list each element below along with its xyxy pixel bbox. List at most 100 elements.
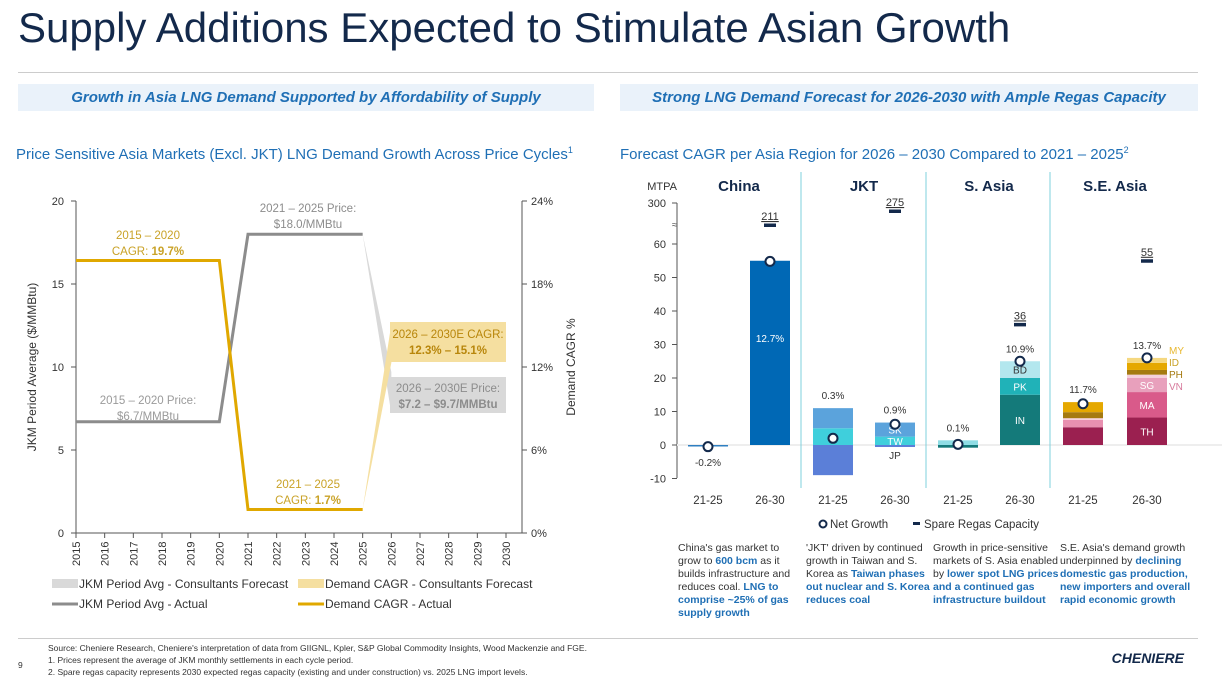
x-tick-label: 2028 [444,542,456,566]
x-tick-label: 26-30 [880,495,909,507]
spare-regas-marker [1014,322,1026,327]
spare-regas-label: 36 [1014,310,1026,322]
footnote-ref: 1 [567,145,573,155]
y2-tick-label: 6% [531,445,547,457]
bar-segment [1000,361,1040,378]
net-growth-marker [764,255,776,267]
note-s-asia: Growth in price-sensitive markets of S. … [933,542,1059,607]
annotation-2021-cagr: CAGR: 1.7% [275,495,341,507]
annotation-2026-cagr: 12.3% – 15.1% [409,345,487,357]
x-tick-label: 2029 [472,542,484,566]
x-tick-label: 2025 [358,542,370,566]
segment-label: PH [1169,370,1183,381]
y2-tick-label: 24% [531,196,553,208]
segment-label: MA [1140,401,1155,412]
segment-label: VN [1169,382,1183,393]
x-tick-label: 2026 [386,542,398,566]
bar-segment [875,445,915,448]
segment-label: JP [889,451,901,462]
spare-regas-marker [889,209,901,213]
bar-segment [875,436,915,445]
series-line [76,232,363,424]
note-text: S.E. Asia's demand growth underpinned by [1060,542,1186,567]
note-text: China's gas market to grow to [678,542,780,567]
right-subtitle: Forecast CAGR per Asia Region for 2026 –… [620,145,1129,163]
x-tick-label: 2015 [71,542,83,566]
bar-segment [813,408,853,429]
net-growth-marker [1014,355,1026,367]
y-tick-label: 50 [654,273,666,285]
cagr-label: 0.1% [947,423,970,434]
cagr-label: -0.2% [695,458,721,469]
segment-label: PK [1013,382,1027,393]
bar-segment [1063,427,1103,445]
left-subtitle: Price Sensitive Asia Markets (Excl. JKT)… [16,145,573,163]
segment-label: ID [1169,358,1179,369]
note-se-asia: S.E. Asia's demand growth underpinned by… [1060,542,1192,607]
right-subtitle-text: Forecast CAGR per Asia Region for 2026 –… [620,146,1124,163]
x-tick-label: 26-30 [755,495,784,507]
segment-label: MY [1169,346,1184,357]
y-tick-label: 20 [654,373,666,385]
right-banner: Strong LNG Demand Forecast for 2026-2030… [620,84,1198,111]
net-growth-marker [889,418,901,430]
note-text: 600 bcm [715,555,758,567]
annotation-2015-cagr: CAGR: 19.7% [112,246,184,258]
cagr-label: 0.3% [822,391,845,402]
y-tick-label: 15 [52,279,64,291]
footer-divider [18,638,1198,639]
bar-segment [813,445,853,476]
x-tick-label: 21-25 [943,495,972,507]
legend-label: JKM Period Avg - Consultants Forecast [79,577,289,591]
net-growth-marker [1141,352,1153,364]
cagr-label: 13.7% [1133,341,1161,352]
footnote-1: 1. Prices represent the average of JKM m… [48,655,354,665]
bar-segment [1127,417,1167,445]
bar-segment [1127,369,1167,375]
legend-swatch [298,579,324,588]
cagr-label: 0.9% [884,406,907,417]
segment-label: TH [1140,427,1153,438]
net-growth-marker [827,432,839,444]
cagr-forecast-box [390,322,506,362]
net-growth-marker [1077,398,1089,410]
legend-label: JKM Period Avg - Actual [79,597,208,611]
note-text: Growth in price-sensitive markets of S. … [933,542,1058,580]
spare-regas-label: 275 [886,197,904,209]
left-banner: Growth in Asia LNG Demand Supported by A… [18,84,594,111]
forecast-band [362,234,392,414]
page-title: Supply Additions Expected to Stimulate A… [18,4,1011,51]
legend-label: Demand CAGR - Actual [325,597,452,611]
price-demand-line-chart: 0 5 10 15 20 0% 6% 12% 18% 24% 2015 2016 2017 2018 201… [25,196,578,611]
x-tick-label: 2017 [128,542,140,566]
x-tick-label: 21-25 [1068,495,1097,507]
y2-tick-label: 0% [531,528,547,540]
cagr-label: 11.7% [1069,385,1097,396]
segment-label: SG [1140,381,1155,392]
note-text: LNG to comprise ~25% of gas supply growt… [678,581,789,619]
bar-segment [1063,419,1103,428]
y-tick-label: 300 [648,198,666,210]
cagr-label: 10.9% [1006,344,1034,355]
bar-segment [1127,362,1167,370]
unit-label: MTPA [647,181,677,193]
y2-tick-label: 12% [531,362,553,374]
y2-tick-label: 18% [531,279,553,291]
legend-label: Spare Regas Capacity [924,519,1039,531]
y-tick-label: 10 [52,362,64,374]
region-header: S. Asia [964,178,1014,195]
region-header: JKT [850,178,878,195]
bar-segment [1127,374,1167,378]
y-tick-label: 30 [654,340,666,352]
y-tick-label: 40 [654,306,666,318]
x-tick-label: 2020 [214,542,226,566]
spare-regas-label: 55 [1141,247,1153,259]
annotation-2021-cagr: 2021 – 2025 [276,479,340,491]
segment-label: IN [1015,416,1025,427]
region-header: China [718,178,760,195]
x-tick-label: 2023 [300,542,312,566]
region-header: S.E. Asia [1083,178,1147,195]
note-jkt: 'JKT' driven by continued growth in Taiw… [806,542,932,607]
x-tick-label: 2018 [157,542,169,566]
forecast-band [362,324,392,510]
